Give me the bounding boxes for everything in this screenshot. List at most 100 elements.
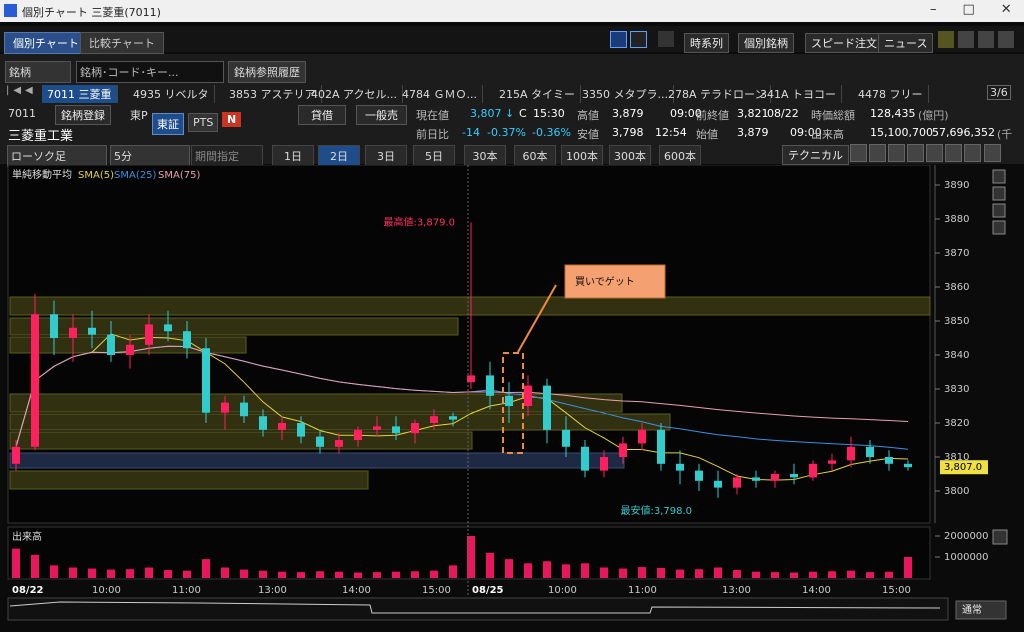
volume-bar: [695, 569, 703, 578]
range-select[interactable]: 期間指定: [191, 145, 263, 167]
icon-button[interactable]: [998, 31, 1014, 48]
ticker-tab[interactable]: 4478 フリー: [853, 85, 929, 103]
register-button[interactable]: 銘柄登録: [55, 105, 111, 125]
candle-body: [486, 375, 494, 396]
quote-field: 前日比: [416, 128, 449, 141]
kind-select[interactable]: 銘柄: [5, 61, 71, 83]
volume-bar: [619, 568, 627, 578]
period-button[interactable]: 3日: [365, 145, 407, 167]
tool-icon[interactable]: [945, 144, 962, 162]
ticker-tab[interactable]: 3853 アステリア: [224, 85, 322, 103]
volume-label: 出来高: [12, 530, 42, 543]
period-button[interactable]: 100本: [561, 145, 603, 167]
top-button[interactable]: 個別銘柄: [738, 33, 794, 53]
price-zone: [9, 393, 623, 413]
candle-body: [297, 423, 305, 437]
quote-field: 現在値: [416, 109, 449, 122]
volume-bar: [259, 570, 267, 578]
period-button[interactable]: 5日: [413, 145, 455, 167]
tool-button[interactable]: [658, 31, 674, 47]
candle-body: [828, 460, 836, 464]
close-volume[interactable]: [992, 529, 1008, 545]
pts-button[interactable]: PTS: [188, 113, 219, 132]
top-button[interactable]: 時系列: [684, 33, 729, 53]
tool-icon[interactable]: [888, 144, 905, 162]
tool-icon[interactable]: [964, 144, 981, 162]
candle-body: [790, 474, 798, 478]
ticker-tab[interactable]: 341A トヨコー: [755, 85, 843, 103]
technical-button[interactable]: テクニカル: [782, 145, 849, 165]
ticker-tab[interactable]: 4935 リベルタ: [128, 85, 215, 103]
tool-icon[interactable]: [869, 144, 886, 162]
period-button[interactable]: 600本: [659, 145, 701, 167]
volume-bar: [486, 552, 494, 578]
candle-body: [619, 443, 627, 457]
ticker-tab[interactable]: 402A アクセル...: [306, 85, 403, 103]
icon-button[interactable]: [958, 31, 974, 48]
icon-button[interactable]: [978, 31, 994, 48]
mode-select[interactable]: [955, 600, 1007, 620]
volume-bar: [449, 565, 457, 578]
tab[interactable]: 比較チャート: [80, 32, 164, 54]
ticker-tab[interactable]: 215A タイミー: [494, 85, 582, 103]
top-button[interactable]: ニュース: [878, 33, 934, 53]
layout-button[interactable]: [610, 31, 627, 48]
tool-icon[interactable]: [984, 144, 1001, 162]
ticker-tab[interactable]: 7011 三菱重: [42, 85, 118, 103]
quote-field: -14: [462, 126, 480, 139]
candle-body: [221, 402, 229, 413]
candle-body: [714, 480, 722, 488]
y-tick-label: 3890: [944, 180, 969, 191]
navigator-line: [9, 601, 941, 614]
period-button[interactable]: 30本: [464, 145, 506, 167]
candle-body: [69, 327, 77, 338]
side-icon[interactable]: [992, 203, 1006, 218]
interval-select[interactable]: 5分: [110, 145, 190, 167]
general-button[interactable]: 一般売: [356, 105, 407, 125]
lending-button[interactable]: 貸借: [298, 105, 346, 125]
volume-bar: [600, 567, 608, 578]
top-button[interactable]: スピード注文: [805, 33, 883, 53]
chart-kind-select[interactable]: ローソク足: [7, 145, 107, 167]
tool-icon[interactable]: [926, 144, 943, 162]
price-zone: [9, 413, 671, 431]
candle-body: [335, 440, 343, 447]
search-input[interactable]: 銘柄･コード･キー...: [76, 61, 224, 83]
volume-bar: [145, 567, 153, 578]
ticker-tab[interactable]: 278A テラドローン: [663, 85, 772, 103]
candle-body: [278, 423, 286, 430]
tab[interactable]: 個別チャート: [4, 32, 88, 54]
nav[interactable]: |◀◀: [6, 85, 37, 96]
volume-bar: [904, 557, 912, 578]
side-icon[interactable]: [992, 220, 1006, 235]
volume-bar: [373, 572, 381, 578]
layout-button[interactable]: [630, 31, 647, 48]
volume-bar: [467, 536, 475, 578]
y-tick-label: 3860: [944, 282, 969, 293]
history-select[interactable]: 銘柄参照履歴: [228, 61, 306, 83]
period-button[interactable]: 1日: [272, 145, 314, 167]
ticker-tab[interactable]: 3350 メタプラ...: [577, 85, 674, 103]
exchange-button[interactable]: 東証: [152, 113, 184, 135]
legend-entry: SMA(75): [158, 170, 200, 181]
candle-body: [126, 344, 134, 355]
period-button[interactable]: 300本: [609, 145, 651, 167]
period-button[interactable]: 2日: [318, 145, 360, 167]
side-icon[interactable]: [992, 169, 1006, 184]
icon-button[interactable]: [938, 31, 954, 48]
side-icon[interactable]: [992, 186, 1006, 201]
window-controls[interactable]: –□✕: [930, 2, 1012, 17]
tool-icon[interactable]: [907, 144, 924, 162]
candle-body: [373, 426, 381, 430]
volume-bar: [752, 571, 760, 578]
y-tick-label: 3820: [944, 418, 969, 429]
volume-bar: [354, 572, 362, 578]
tool-icon[interactable]: [850, 144, 867, 162]
period-button[interactable]: 60本: [514, 145, 556, 167]
ticker-tab[interactable]: 4784 ＧＭＯ...: [397, 85, 483, 103]
quote-field: 09:00: [790, 126, 822, 139]
news-button[interactable]: N: [222, 112, 242, 127]
candle-body: [107, 334, 115, 355]
volume-bar: [524, 563, 532, 578]
candle-body: [12, 446, 20, 464]
